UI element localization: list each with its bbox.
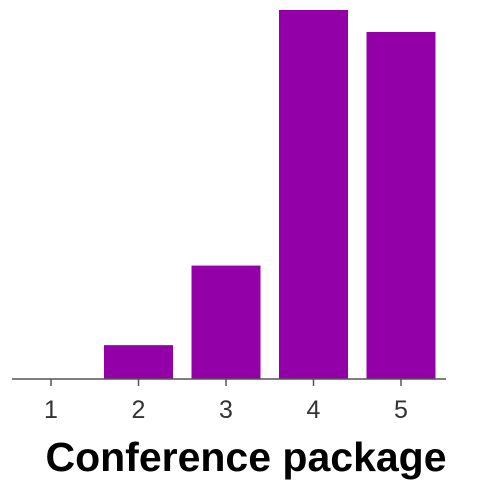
x-tick-label-2: 2 [132,396,146,424]
bar-2 [104,345,173,379]
x-tick-label-3: 3 [219,396,233,424]
x-tick-label-1: 1 [44,396,58,424]
x-tick-label-5: 5 [394,396,408,424]
bars-group [104,10,436,380]
x-tick-label-4: 4 [307,396,321,424]
bar-4 [279,10,348,379]
x-tick-labels-group: 1 2 3 4 5 [44,396,408,424]
bar-3 [191,265,261,379]
x-ticks-group [50,379,402,386]
chart-title: Conference package [45,434,447,480]
bar-5 [366,32,436,380]
